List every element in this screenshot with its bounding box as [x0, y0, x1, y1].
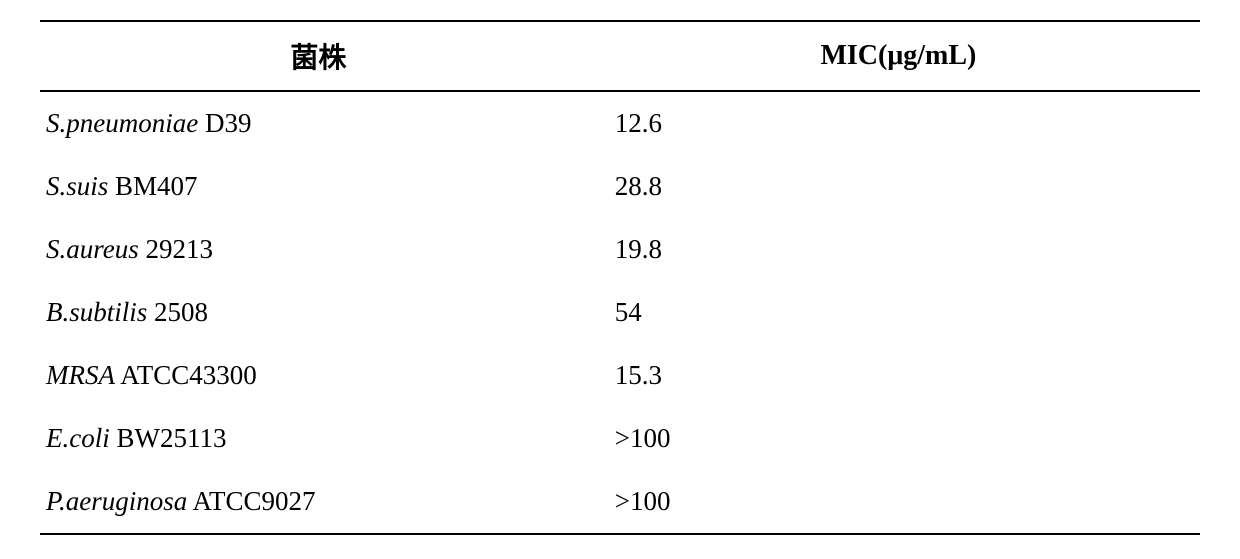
mic-table: 菌株 MIC(μg/mL) S.pneumoniae D39 12.6 S.su…	[40, 20, 1200, 535]
species-name: B.subtilis	[46, 297, 147, 327]
cell-strain: B.subtilis 2508	[40, 281, 597, 344]
cell-mic: 15.3	[597, 344, 1200, 407]
species-name: S.suis	[46, 171, 108, 201]
table-row: S.pneumoniae D39 12.6	[40, 91, 1200, 155]
cell-mic: 28.8	[597, 155, 1200, 218]
cell-strain: S.suis BM407	[40, 155, 597, 218]
table-row: B.subtilis 2508 54	[40, 281, 1200, 344]
col-header-mic: MIC(μg/mL)	[597, 21, 1200, 91]
species-name: S.aureus	[46, 234, 139, 264]
cell-mic: 54	[597, 281, 1200, 344]
species-name: P.aeruginosa	[46, 486, 187, 516]
table-header-row: 菌株 MIC(μg/mL)	[40, 21, 1200, 91]
cell-strain: S.pneumoniae D39	[40, 91, 597, 155]
strain-id: BW25113	[110, 423, 227, 453]
strain-id: 29213	[139, 234, 213, 264]
strain-id: D39	[198, 108, 251, 138]
col-header-strain: 菌株	[40, 21, 597, 91]
cell-strain: S.aureus 29213	[40, 218, 597, 281]
species-name: E.coli	[46, 423, 110, 453]
cell-mic: 19.8	[597, 218, 1200, 281]
table-row: S.aureus 29213 19.8	[40, 218, 1200, 281]
cell-strain: E.coli BW25113	[40, 407, 597, 470]
cell-mic: >100	[597, 470, 1200, 534]
table-row: P.aeruginosa ATCC9027 >100	[40, 470, 1200, 534]
cell-strain: P.aeruginosa ATCC9027	[40, 470, 597, 534]
cell-strain: MRSA ATCC43300	[40, 344, 597, 407]
strain-id: BM407	[108, 171, 197, 201]
cell-mic: >100	[597, 407, 1200, 470]
species-name: MRSA	[46, 360, 115, 390]
table-row: S.suis BM407 28.8	[40, 155, 1200, 218]
strain-id: ATCC43300	[115, 360, 257, 390]
cell-mic: 12.6	[597, 91, 1200, 155]
table-row: MRSA ATCC43300 15.3	[40, 344, 1200, 407]
species-name: S.pneumoniae	[46, 108, 198, 138]
strain-id: 2508	[147, 297, 208, 327]
strain-id: ATCC9027	[187, 486, 315, 516]
table-row: E.coli BW25113 >100	[40, 407, 1200, 470]
